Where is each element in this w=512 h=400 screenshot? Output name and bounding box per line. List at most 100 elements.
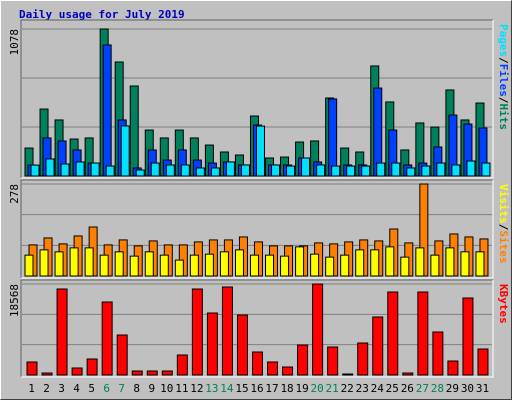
bar (54, 251, 64, 277)
panel-bevel-dark (20, 179, 493, 278)
bar (387, 291, 399, 376)
panel-bevel-light (21, 280, 494, 378)
bar (159, 254, 169, 277)
bar (129, 85, 139, 177)
bar (310, 253, 320, 277)
bar (451, 164, 461, 177)
x-tick-label: 7 (118, 382, 125, 395)
bar (41, 372, 53, 376)
bar (150, 162, 160, 177)
bar (180, 164, 190, 177)
bar (240, 164, 250, 177)
bar (376, 162, 386, 177)
bar (372, 316, 384, 376)
bar (346, 165, 356, 177)
bar (90, 162, 100, 177)
legend-entry: Sites (497, 230, 510, 263)
x-tick-label: 24 (371, 382, 385, 395)
bar (191, 288, 203, 376)
bar (195, 167, 205, 177)
bar (210, 167, 220, 177)
bar (101, 301, 113, 376)
bar (430, 254, 440, 277)
x-tick-label: 14 (220, 382, 234, 395)
x-tick-label: 10 (160, 382, 173, 395)
x-tick-label: 23 (356, 382, 369, 395)
x-tick-label: 3 (58, 382, 65, 395)
legend-separator: / (497, 224, 510, 231)
x-tick-label: 12 (190, 382, 203, 395)
bar (131, 370, 143, 376)
bar (301, 157, 311, 177)
legend-entry: Hits (497, 104, 510, 131)
bar (355, 249, 365, 277)
bar (312, 283, 324, 376)
bar (462, 297, 474, 376)
x-tick-label: 18 (280, 382, 293, 395)
x-tick-label: 5 (88, 382, 95, 395)
x-tick-label: 15 (235, 382, 248, 395)
bar (466, 160, 476, 177)
bar (327, 346, 339, 376)
x-tick-label: 9 (148, 382, 155, 395)
bar (402, 372, 414, 376)
y-tick-label: 18568 (8, 284, 21, 317)
y-tick-label: 278 (8, 184, 21, 204)
bar (460, 251, 470, 277)
bar (316, 164, 326, 177)
x-tick-label: 21 (326, 382, 339, 395)
x-tick-label: 16 (250, 382, 263, 395)
chart-title: Daily usage for July 2019 (19, 8, 185, 21)
bar (26, 361, 38, 376)
bar (114, 251, 124, 277)
bar (406, 167, 416, 177)
bar (30, 164, 40, 177)
bar (71, 367, 83, 376)
bar (116, 334, 128, 376)
bar (219, 251, 229, 277)
bar (206, 312, 218, 376)
x-tick-label: 13 (205, 382, 218, 395)
x-tick-label: 31 (476, 382, 489, 395)
bar (144, 251, 154, 277)
bar (251, 351, 263, 376)
bar (370, 249, 380, 277)
panel-bevel-dark (20, 279, 493, 377)
bar (56, 288, 68, 376)
x-tick-label: 29 (446, 382, 459, 395)
legend: Pages/Files/Hits (497, 24, 510, 130)
y-tick-label: 1078 (8, 29, 21, 56)
bar (400, 256, 410, 277)
bar (357, 342, 369, 376)
legend-entry: Files (497, 64, 510, 97)
bar (445, 247, 455, 277)
bar (69, 247, 79, 277)
bar (361, 165, 371, 177)
x-tick-label: 28 (431, 382, 444, 395)
bar (255, 125, 265, 177)
x-tick-label: 1 (28, 382, 35, 395)
x-tick-label: 20 (311, 382, 324, 395)
bar (174, 259, 184, 277)
bar (475, 251, 485, 277)
bar (24, 254, 34, 277)
bar (432, 331, 444, 376)
x-tick-label: 2 (43, 382, 50, 395)
bar (385, 246, 395, 277)
x-tick-label: 17 (265, 382, 278, 395)
bar (331, 165, 341, 177)
bar (282, 366, 294, 376)
bar (204, 253, 214, 277)
bar (340, 254, 350, 277)
x-tick-label: 26 (401, 382, 414, 395)
legend-separator: / (497, 57, 510, 64)
bar (120, 125, 130, 177)
bar (146, 370, 158, 376)
x-tick-label: 30 (461, 382, 474, 395)
bar (60, 163, 70, 177)
bar (225, 161, 235, 177)
bar (161, 370, 173, 376)
